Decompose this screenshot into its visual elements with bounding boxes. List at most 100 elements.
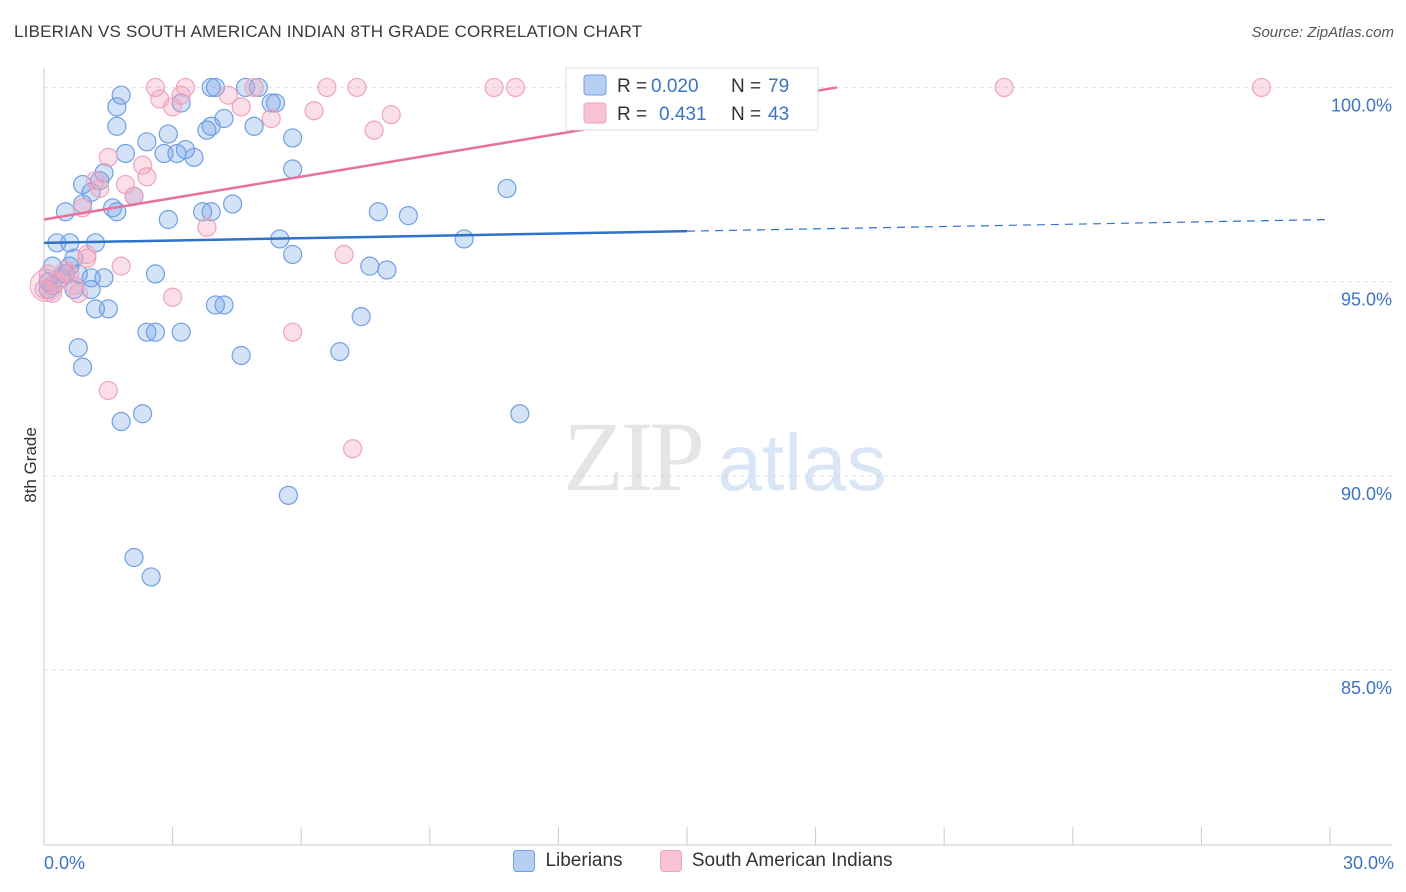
y-tick-label: 100.0% (1331, 95, 1392, 115)
watermark-zip: ZIP (563, 401, 701, 512)
x-tick-label: 30.0% (1343, 853, 1394, 873)
legend-r-label: R = (617, 104, 647, 125)
data-point (218, 85, 238, 105)
data-point (214, 108, 234, 129)
legend-sai-r: 0.431 (659, 104, 707, 125)
data-point (68, 283, 88, 303)
data-point (994, 77, 1014, 98)
data-point (505, 77, 526, 98)
data-point (231, 345, 251, 366)
y-tick-label: 90.0% (1341, 484, 1392, 504)
data-point (484, 77, 504, 98)
data-point (175, 77, 196, 98)
data-point (68, 338, 88, 358)
data-point (145, 77, 166, 98)
data-point (184, 147, 204, 167)
y-tick-labels: 85.0% 90.0% 95.0% 100.0% (1331, 95, 1392, 698)
data-point (244, 116, 264, 136)
data-point (29, 269, 63, 303)
data-point (145, 264, 166, 284)
data-point (1251, 77, 1272, 98)
legend-sai-n: 43 (768, 104, 789, 125)
data-point (77, 244, 97, 265)
data-point (72, 357, 93, 377)
data-point (454, 229, 474, 249)
data-point (107, 116, 127, 136)
data-point (158, 209, 178, 230)
data-point (330, 342, 350, 362)
data-point (231, 97, 251, 117)
data-point (244, 77, 264, 98)
legend-label-sai: South American Indians (691, 850, 893, 871)
data-point (197, 217, 217, 237)
data-point (398, 206, 418, 226)
y-tick-label: 85.0% (1341, 678, 1392, 698)
data-point (283, 244, 303, 265)
data-point (60, 264, 80, 284)
axes (43, 68, 1392, 846)
legend-liberian-n: 79 (768, 76, 789, 97)
data-point (137, 322, 157, 342)
data-point (368, 202, 388, 222)
data-point (124, 547, 144, 568)
data-point (115, 143, 136, 164)
data-point (347, 77, 367, 98)
data-point (343, 439, 363, 459)
data-point (111, 85, 131, 105)
data-point (304, 101, 324, 121)
data-point (223, 194, 243, 214)
x-tick-labels: 0.0% 30.0% (44, 853, 1394, 873)
data-point (364, 120, 384, 140)
data-point (334, 244, 354, 265)
x-tick-label: 0.0% (44, 853, 85, 873)
legend-liberian-r: 0.020 (651, 76, 699, 97)
data-point (278, 485, 298, 505)
data-point (261, 93, 281, 113)
data-point (94, 268, 114, 288)
data-point (98, 380, 118, 401)
data-point (107, 97, 127, 117)
data-point (111, 411, 131, 432)
data-point (360, 256, 380, 276)
data-point (283, 128, 303, 148)
y-axis-title: 8th Grade (21, 427, 40, 503)
watermark: ZIP atlas (563, 401, 886, 512)
watermark-atlas: atlas (718, 418, 887, 507)
legend-n-label: N = (731, 104, 761, 125)
data-point (201, 77, 221, 98)
data-point (137, 167, 157, 187)
legend-item-liberians[interactable]: Liberians (513, 850, 623, 872)
legend-swatch-liberian (583, 74, 607, 96)
data-point (90, 178, 110, 199)
data-point (317, 77, 337, 98)
data-point (111, 256, 131, 276)
series-legend: Liberians South American Indians (0, 850, 1406, 878)
data-point (283, 159, 303, 179)
data-point (381, 105, 401, 125)
sai-swatch-icon (659, 850, 682, 872)
stats-legend: R = 0.020 N = 79 R = 0.431 N = 43 (565, 67, 819, 131)
data-point (201, 202, 221, 222)
data-point (377, 260, 397, 280)
data-point (497, 178, 517, 199)
data-point (163, 287, 183, 307)
data-point (351, 307, 371, 327)
data-point (261, 108, 281, 129)
grid (44, 86, 1392, 671)
y-tick-label: 95.0% (1341, 290, 1392, 310)
legend-item-sai[interactable]: South American Indians (659, 850, 893, 872)
data-point (248, 77, 268, 98)
legend-r-label: R = (617, 76, 647, 97)
data-point (158, 124, 178, 144)
liberian-trend-line (43, 229, 688, 245)
chart-title: LIBERIAN VS SOUTH AMERICAN INDIAN 8TH GR… (14, 22, 643, 41)
data-point (510, 404, 530, 424)
data-point (132, 404, 153, 424)
data-point (265, 93, 286, 113)
liberians-swatch-icon (513, 850, 536, 872)
liberian-trend-extension (686, 218, 1331, 232)
data-point (34, 279, 54, 300)
data-point (283, 322, 303, 342)
data-point (132, 155, 153, 175)
